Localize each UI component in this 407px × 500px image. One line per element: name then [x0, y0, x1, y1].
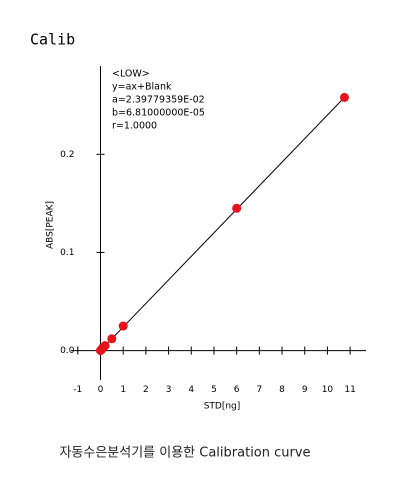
- x-tick-label: 8: [279, 385, 285, 395]
- y-axis-label: ABS[PEAK]: [46, 201, 56, 249]
- y-tick-label: 0.0: [60, 346, 75, 356]
- x-tick-label: 11: [344, 385, 355, 395]
- annotation: a=2.39779359E-02: [112, 95, 205, 106]
- annotation: r=1.0000: [112, 121, 157, 132]
- x-tick-label: 3: [166, 385, 172, 395]
- x-tick-label: 7: [256, 385, 262, 395]
- annotation: <LOW>: [112, 69, 150, 80]
- x-tick-label: -1: [73, 385, 82, 395]
- x-tick-label: 0: [98, 385, 104, 395]
- point: [118, 321, 128, 331]
- point: [100, 341, 110, 351]
- y-tick-label: 0.1: [60, 248, 74, 258]
- y-tick-label: 0.2: [60, 150, 74, 160]
- x-axis-label: STD[ng]: [204, 402, 241, 412]
- point: [232, 203, 242, 213]
- point: [339, 92, 349, 102]
- annotation: b=6.81000000E-05: [112, 108, 205, 119]
- x-tick-label: 10: [322, 385, 334, 395]
- x-tick-label: 9: [302, 385, 308, 395]
- annotation: y=ax+Blank: [112, 82, 172, 93]
- chart-title: Calib: [30, 31, 75, 49]
- x-tick-label: 2: [143, 385, 149, 395]
- x-tick-label: 1: [120, 385, 126, 395]
- x-tick-label: 4: [188, 385, 194, 395]
- point: [107, 334, 117, 344]
- x-tick-label: 6: [234, 385, 240, 395]
- x-tick-label: 5: [211, 385, 217, 395]
- fit-line: [100, 97, 345, 351]
- caption: 자동수은분석기를 이용한 Calibration curve: [59, 446, 310, 461]
